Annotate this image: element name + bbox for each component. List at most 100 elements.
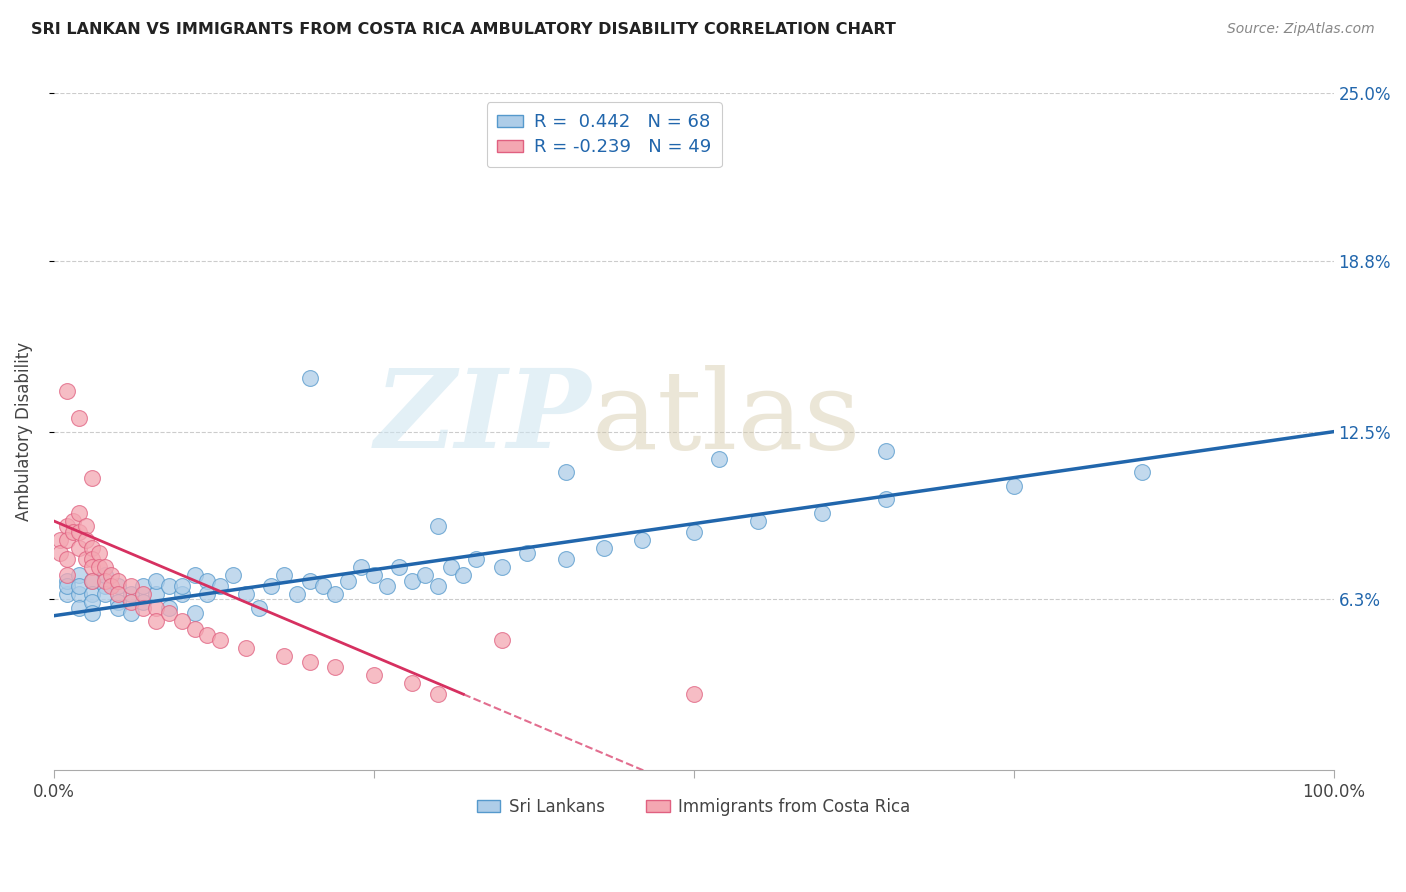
Point <box>183 622 205 636</box>
Point <box>55 568 77 582</box>
Point <box>94 574 117 588</box>
Point <box>107 579 129 593</box>
Text: atlas: atlas <box>592 365 860 472</box>
Point <box>120 587 142 601</box>
Point <box>298 655 321 669</box>
Point <box>401 676 423 690</box>
Point <box>82 595 104 609</box>
Point <box>401 574 423 588</box>
Point <box>426 579 449 593</box>
Point <box>55 579 77 593</box>
Point <box>55 519 77 533</box>
Point <box>82 574 104 588</box>
Point <box>350 560 373 574</box>
Point <box>82 587 104 601</box>
Point <box>75 519 97 533</box>
Point <box>209 633 232 648</box>
Point <box>325 587 347 601</box>
Point <box>325 660 347 674</box>
Point <box>157 579 180 593</box>
Point <box>67 568 90 582</box>
Point <box>235 587 257 601</box>
Point <box>145 574 167 588</box>
Point <box>132 595 155 609</box>
Point <box>491 633 513 648</box>
Point <box>554 465 576 479</box>
Point <box>183 568 205 582</box>
Point <box>260 579 283 593</box>
Point <box>145 614 167 628</box>
Point <box>55 533 77 547</box>
Point <box>311 579 333 593</box>
Point <box>682 687 704 701</box>
Text: Source: ZipAtlas.com: Source: ZipAtlas.com <box>1227 22 1375 37</box>
Point <box>439 560 461 574</box>
Point <box>67 541 90 555</box>
Point <box>709 451 731 466</box>
Point <box>82 471 104 485</box>
Point <box>298 370 321 384</box>
Point <box>120 606 142 620</box>
Text: SRI LANKAN VS IMMIGRANTS FROM COSTA RICA AMBULATORY DISABILITY CORRELATION CHART: SRI LANKAN VS IMMIGRANTS FROM COSTA RICA… <box>31 22 896 37</box>
Point <box>285 587 308 601</box>
Text: ZIP: ZIP <box>374 365 592 472</box>
Point <box>94 587 117 601</box>
Point <box>62 514 84 528</box>
Point <box>49 533 72 547</box>
Point <box>145 600 167 615</box>
Point <box>273 649 295 664</box>
Point <box>516 546 538 560</box>
Point <box>247 600 270 615</box>
Point <box>170 579 193 593</box>
Point <box>107 587 129 601</box>
Point <box>426 519 449 533</box>
Point <box>107 600 129 615</box>
Point <box>426 687 449 701</box>
Point <box>363 568 385 582</box>
Point <box>197 587 219 601</box>
Point <box>120 595 142 609</box>
Point <box>67 506 90 520</box>
Point <box>132 587 155 601</box>
Point <box>298 574 321 588</box>
Point <box>75 552 97 566</box>
Point <box>55 574 77 588</box>
Point <box>82 560 104 574</box>
Point <box>363 668 385 682</box>
Point <box>157 600 180 615</box>
Point <box>413 568 436 582</box>
Point <box>388 560 411 574</box>
Point <box>235 641 257 656</box>
Point <box>67 587 90 601</box>
Point <box>747 514 769 528</box>
Point <box>67 579 90 593</box>
Point <box>120 579 142 593</box>
Point <box>631 533 654 547</box>
Point <box>170 587 193 601</box>
Point <box>1130 465 1153 479</box>
Point <box>682 524 704 539</box>
Point <box>337 574 360 588</box>
Point <box>273 568 295 582</box>
Point <box>197 574 219 588</box>
Point <box>87 546 110 560</box>
Point <box>100 579 122 593</box>
Point <box>145 587 167 601</box>
Point <box>49 546 72 560</box>
Point <box>170 614 193 628</box>
Point <box>132 579 155 593</box>
Point <box>491 560 513 574</box>
Point <box>810 506 832 520</box>
Point <box>82 574 104 588</box>
Point <box>94 568 117 582</box>
Legend: Sri Lankans, Immigrants from Costa Rica: Sri Lankans, Immigrants from Costa Rica <box>471 791 917 822</box>
Point <box>75 533 97 547</box>
Point <box>100 568 122 582</box>
Point <box>183 606 205 620</box>
Point <box>67 411 90 425</box>
Point <box>157 606 180 620</box>
Point <box>55 587 77 601</box>
Point <box>554 552 576 566</box>
Point <box>1002 479 1025 493</box>
Point <box>107 595 129 609</box>
